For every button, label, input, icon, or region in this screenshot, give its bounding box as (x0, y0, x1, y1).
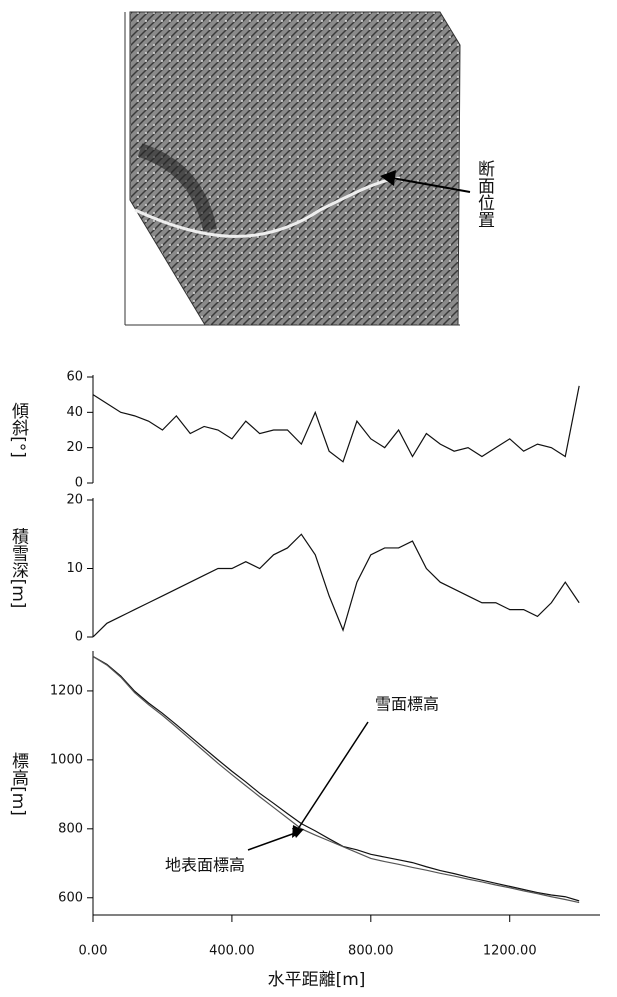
map-image (124, 11, 471, 326)
data-line (92, 655, 580, 904)
series-label: 雪面標高 (375, 695, 439, 714)
y-axis-label: 積雪深[m] (8, 528, 29, 609)
y-tick-label: 800 (58, 821, 83, 836)
y-tick-label: 0 (75, 476, 83, 491)
y-tick-label: 60 (66, 370, 83, 385)
x-tick-label: 0.00 (79, 944, 108, 959)
map-annotation: 断面位置 (474, 160, 495, 228)
x-tick-label: 1200.00 (483, 944, 537, 959)
y-tick-label: 10 (66, 561, 83, 576)
y-tick-label: 0 (75, 630, 83, 645)
data-line (92, 533, 580, 638)
series-label: 地表面標高 (165, 856, 245, 875)
x-tick-label: 400.00 (209, 944, 255, 959)
y-axis-label: 標高[m] (8, 752, 29, 816)
annotation-arrow (295, 721, 369, 833)
x-axis-label: 水平距離[m] (268, 970, 366, 990)
x-tick-label: 800.00 (348, 944, 394, 959)
y-tick-label: 1000 (50, 752, 83, 767)
annotation-arrow (247, 831, 299, 851)
arrow-head (292, 828, 304, 838)
data-line (92, 385, 580, 463)
y-axis-label: 傾斜[°] (8, 402, 29, 458)
y-tick-label: 20 (66, 440, 83, 455)
y-tick-label: 20 (66, 493, 83, 508)
y-tick-label: 40 (66, 405, 83, 420)
y-tick-label: 600 (58, 890, 83, 905)
data-line (92, 655, 580, 902)
y-tick-label: 1200 (50, 683, 83, 698)
